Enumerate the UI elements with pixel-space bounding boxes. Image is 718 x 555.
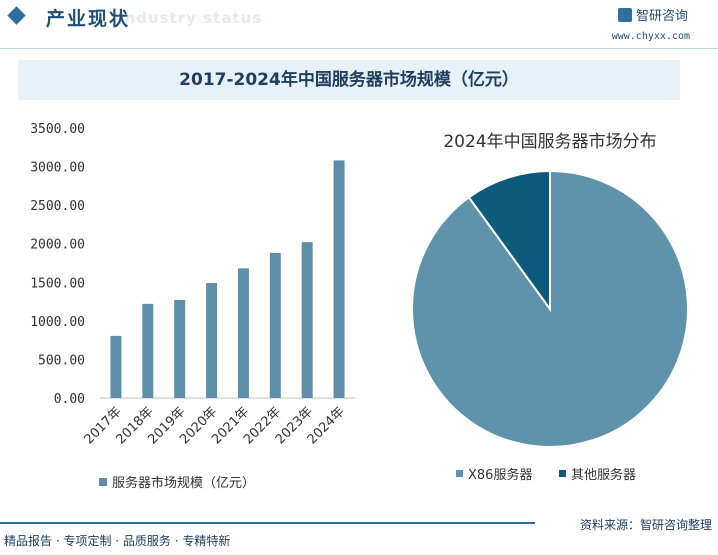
y-tick-label: 3500.00 <box>30 122 85 137</box>
y-tick-label: 2000.00 <box>30 238 85 253</box>
bar <box>174 300 186 398</box>
footer-divider <box>0 522 535 524</box>
bar <box>110 335 122 398</box>
bar <box>301 242 313 398</box>
footer-tagline: 精品报告 · 专项定制 · 品质服务 · 专精特新 <box>4 534 231 548</box>
pie-legend-swatch <box>559 470 566 477</box>
page-title: 产业现状 <box>46 8 131 30</box>
y-tick-label: 1500.00 <box>30 276 85 291</box>
brand-icon <box>617 8 632 22</box>
bar <box>237 268 249 398</box>
pie-legend-label: 其他服务器 <box>571 467 636 483</box>
y-tick-label: 1000.00 <box>30 315 85 330</box>
legend-label: 服务器市场规模（亿元） <box>112 475 255 491</box>
page-header: Industry status 产业现状 <box>0 0 718 36</box>
legend-swatch <box>99 478 107 486</box>
pie-slice <box>467 169 551 313</box>
pie-legend-swatch <box>456 470 463 477</box>
y-tick-label: 2500.00 <box>30 199 85 214</box>
pie-legend-label: X86服务器 <box>468 467 532 483</box>
brand-name: 智研咨询 <box>635 9 688 24</box>
y-tick-label: 500.00 <box>38 353 85 368</box>
pie-title: 2024年中国服务器市场分布 <box>443 132 656 152</box>
y-tick-label: 3000.00 <box>30 161 85 176</box>
bar <box>269 252 281 398</box>
chart-title-bar: 2017-2024年中国服务器市场规模（亿元） <box>18 60 680 100</box>
header-divider <box>0 48 718 49</box>
brand-url: www.chyxx.com <box>611 31 690 42</box>
chart-main-title: 2017-2024年中国服务器市场规模（亿元） <box>179 70 519 90</box>
y-tick-label: 0.00 <box>54 392 85 407</box>
header-watermark: Industry status <box>118 9 263 27</box>
bar <box>333 160 345 398</box>
footer-source: 资料来源：智研咨询整理 <box>579 518 712 532</box>
bar <box>142 303 154 398</box>
chart-canvas: 0.00 500.00 1000.00 1500.00 2000.00 2500.00 30… <box>30 122 689 491</box>
brand-logo: 智研咨询 <box>617 5 688 24</box>
bar <box>206 283 218 398</box>
